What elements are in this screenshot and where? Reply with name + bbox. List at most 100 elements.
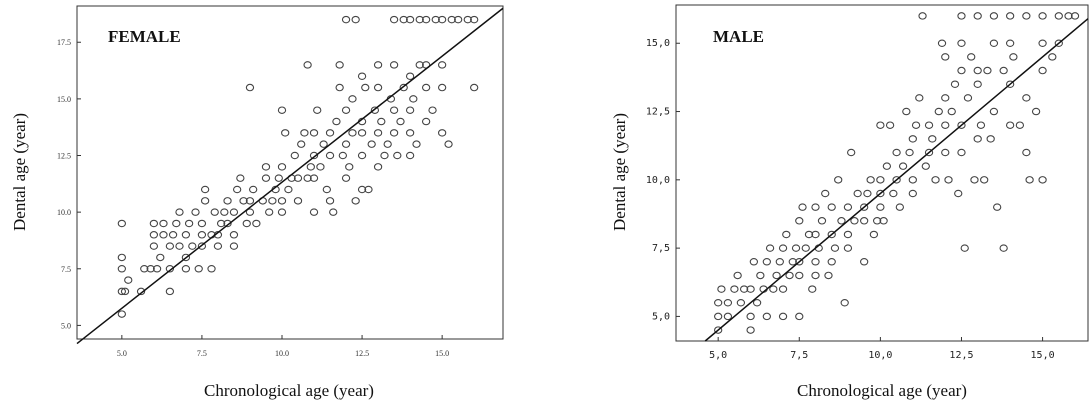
female-x-axis-label: Chronological age (year) — [204, 381, 374, 400]
m-data-point — [1005, 39, 1015, 47]
m-data-point — [895, 203, 904, 211]
f-y-tick-label: 17.5 — [57, 38, 71, 47]
f-data-point — [351, 15, 360, 24]
f-data-point — [194, 265, 203, 273]
f-data-point — [229, 242, 239, 250]
f-data-point — [117, 253, 126, 262]
m-data-point — [1022, 94, 1031, 102]
f-data-point — [252, 219, 261, 228]
m-data-point — [989, 12, 999, 20]
m-data-point — [915, 94, 924, 102]
f-data-point — [463, 15, 472, 24]
m-data-point — [840, 299, 849, 307]
m-x-tick-label: 7,5 — [790, 350, 808, 361]
m-x-tick-label: 12,5 — [949, 350, 973, 361]
f-data-point — [373, 163, 383, 171]
m-data-point — [1022, 12, 1031, 20]
f-data-point — [152, 265, 162, 273]
male-x-tick-labels: 5,0 7,5 10,0 12,5 15,0 — [709, 337, 1055, 361]
f-data-point — [220, 208, 229, 216]
m-data-point — [723, 299, 733, 307]
m-data-point — [746, 326, 755, 334]
m-data-point — [788, 258, 797, 266]
f-data-point — [389, 15, 399, 24]
m-data-point — [795, 217, 804, 225]
m-y-tick-label: 5,0 — [652, 311, 670, 322]
m-data-point — [973, 135, 982, 143]
m-data-point — [892, 148, 901, 157]
female-x-tick-labels: 5.0 7.5 10.0 12.5 15.0 — [117, 335, 449, 358]
m-data-point — [892, 176, 901, 184]
m-data-point — [843, 203, 853, 211]
f-data-point — [345, 163, 354, 171]
m-data-point — [723, 312, 733, 321]
f-data-point — [335, 61, 344, 69]
f-data-point — [197, 231, 207, 239]
f-data-point — [454, 15, 463, 24]
m-data-point — [876, 203, 885, 211]
f-data-point — [332, 117, 341, 126]
m-data-point — [772, 271, 781, 280]
female-plot-frame — [76, 5, 504, 340]
f-data-point — [242, 219, 251, 228]
m-data-point — [954, 189, 963, 198]
m-data-point — [811, 203, 820, 211]
f-data-point — [412, 140, 421, 148]
f-x-tick-label: 7.5 — [197, 349, 207, 358]
m-data-point — [924, 121, 934, 129]
f-data-point — [172, 219, 181, 228]
f-data-point — [405, 129, 415, 137]
m-data-point — [853, 189, 862, 198]
m-data-point — [860, 217, 869, 225]
m-data-point — [989, 107, 999, 116]
f-data-point — [325, 151, 335, 160]
f-data-point — [421, 117, 431, 126]
m-data-point — [1009, 53, 1018, 61]
m-data-point — [756, 271, 765, 280]
male-y-tick-labels: 5,0 7,5 10,0 12,5 15,0 — [646, 38, 680, 322]
m-data-point — [941, 53, 950, 61]
m-data-point — [811, 258, 820, 266]
m-x-tick-label: 5,0 — [709, 350, 727, 361]
f-data-point — [361, 83, 370, 92]
f-data-point — [281, 129, 290, 137]
m-x-tick-label: 15,0 — [1031, 350, 1055, 361]
m-data-point — [804, 230, 814, 239]
f-data-point — [415, 61, 424, 69]
f-data-point — [415, 15, 424, 24]
f-data-point — [393, 151, 402, 160]
m-y-tick-label: 15,0 — [646, 38, 670, 49]
m-data-point — [918, 12, 927, 20]
m-data-point — [778, 285, 788, 293]
f-data-point — [277, 208, 287, 216]
f-data-point — [156, 253, 165, 262]
m-data-point — [1038, 12, 1047, 20]
m-data-point — [973, 80, 982, 88]
f-data-point — [197, 242, 207, 250]
f-data-point — [265, 208, 274, 216]
f-data-point — [297, 140, 306, 148]
m-data-point — [947, 107, 956, 116]
f-data-point — [117, 265, 126, 273]
male-fit-line — [704, 18, 1089, 342]
m-data-point — [905, 148, 914, 157]
m-data-point — [808, 285, 817, 293]
f-data-point — [444, 140, 453, 148]
f-data-point — [313, 106, 322, 114]
male-y-axis-label: Dental age (year) — [610, 113, 629, 231]
m-data-point — [931, 176, 940, 184]
m-data-point — [843, 244, 853, 252]
m-data-point — [1038, 39, 1047, 47]
m-data-point — [798, 203, 807, 211]
f-data-point — [399, 15, 408, 24]
f-data-point — [396, 117, 405, 126]
f-data-point — [421, 83, 431, 92]
f-data-point — [175, 242, 184, 250]
m-data-point — [746, 312, 755, 321]
m-data-point — [1031, 107, 1041, 116]
f-data-point — [117, 310, 126, 318]
f-data-point — [341, 106, 351, 114]
f-data-point — [233, 185, 242, 194]
f-data-point — [261, 174, 271, 182]
f-data-point — [470, 83, 479, 92]
